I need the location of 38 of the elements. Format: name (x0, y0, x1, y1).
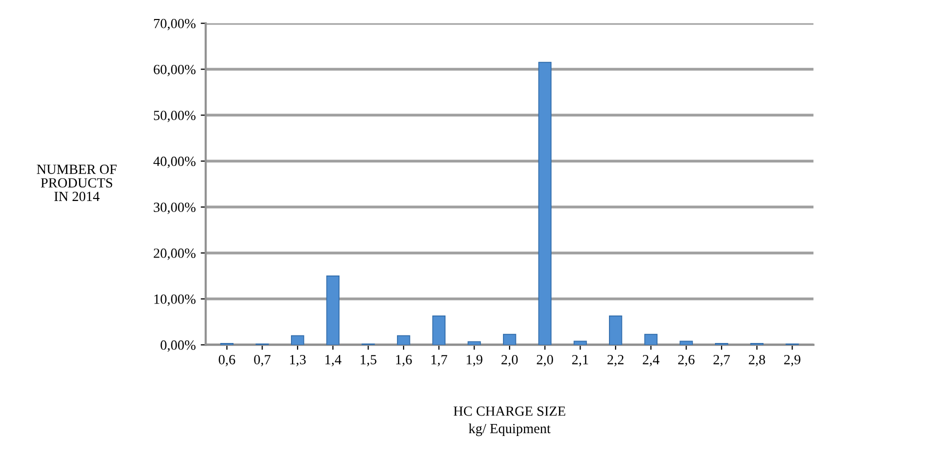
y-tick-label: 40,00% (153, 156, 196, 168)
x-tick-label: 1,4 (325, 355, 342, 366)
x-tick-label: 0,6 (218, 354, 236, 366)
y-tick-label: 20,00% (154, 248, 196, 260)
y-tick-label: 0,00% (160, 340, 196, 352)
x-tick-label: 2,7 (714, 355, 730, 366)
y-tick-label: 30,00% (154, 202, 196, 214)
y-tick-label: 10,00% (154, 294, 196, 306)
x-tick-label: 1,5 (360, 355, 376, 366)
x-tick-label: 2,9 (784, 355, 800, 366)
y-tick-label: 70,00% (154, 18, 196, 30)
x-tick-label: 2,6 (678, 355, 695, 366)
x-tick-label: 2,0 (536, 354, 554, 366)
bar (326, 276, 340, 345)
x-tick-label: 1,3 (290, 355, 306, 366)
x-tick-label: 2,4 (642, 355, 660, 366)
x-tick-label: 1,7 (431, 355, 448, 366)
y-tick-label: 50,00% (154, 110, 196, 122)
bar (538, 62, 552, 345)
x-tick-label: 1,6 (396, 355, 412, 366)
bar (290, 335, 304, 345)
x-tick-label: 2,0 (502, 354, 518, 366)
x-tick-label: 2,1 (572, 355, 588, 366)
bar (502, 334, 516, 345)
bar (680, 340, 693, 345)
bar (468, 341, 481, 345)
x-tick-label: 2,2 (608, 355, 624, 366)
x-tick-label: 0,7 (254, 354, 271, 366)
bar (574, 340, 587, 345)
bar (608, 315, 622, 345)
bar (396, 335, 410, 345)
bar (644, 334, 658, 345)
x-axis-title: HC CHARGE SIZE kg/ Equipment (454, 406, 566, 436)
bar (432, 315, 446, 345)
y-tick-label: 60,00% (154, 64, 196, 76)
y-axis-title: NUMBER OF PRODUCTS IN 2014 (36, 164, 117, 202)
x-tick-label: 1,9 (466, 355, 482, 366)
x-tick-label: 2,8 (748, 354, 766, 366)
